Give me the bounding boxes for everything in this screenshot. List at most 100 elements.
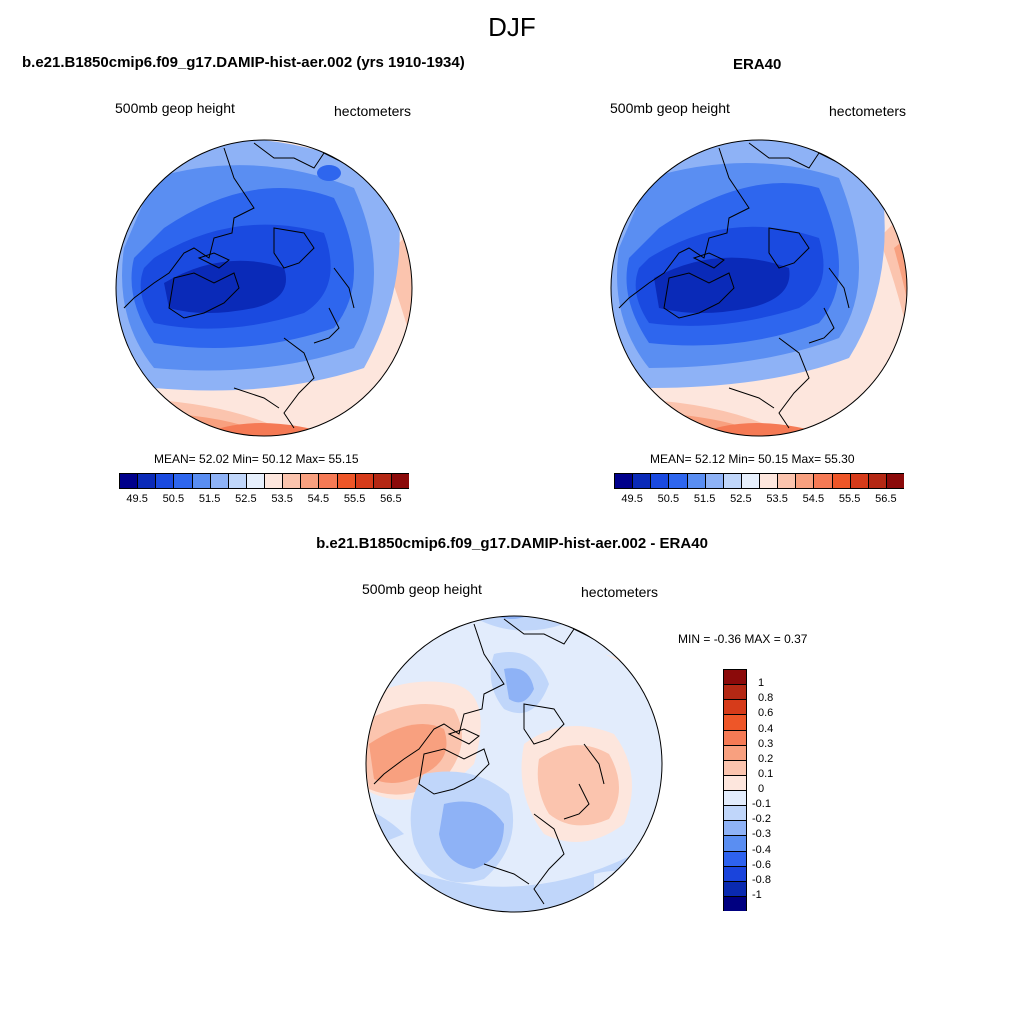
colorbar-swatch [137,473,156,489]
colorbar-tick-label: 55.5 [838,493,861,505]
colorbar-swatch [704,473,723,489]
diff-units-label: hectometers [581,584,659,600]
model-variable-label: 500mb geop height [115,100,235,116]
colorbar-tick-label: 0.1 [758,767,774,780]
colorbar-swatch [723,729,747,745]
colorbar-swatch [723,669,747,685]
colorbar-swatch [300,473,319,489]
colorbar-swatch [372,473,391,489]
colorbar-swatch [155,473,174,489]
colorbar-swatch [173,473,192,489]
diff-coastlines [373,618,605,905]
colorbar-tick-label: 53.5 [766,493,788,505]
colorbar-swatch [831,473,850,489]
obs-stats: MEAN= 52.12 Min= 50.15 Max= 55.30 [650,452,855,466]
obs-mean-value: 52.12 [695,452,726,466]
diff-max-label: MAX = [744,632,781,646]
colorbar-swatch [740,473,759,489]
colorbar-tick-label: 56.5 [380,493,402,505]
colorbar-swatch [722,473,741,489]
obs-min-value: 50.15 [758,452,789,466]
colorbar-swatch [813,473,832,489]
colorbar-swatch [723,759,747,775]
colorbar-tick-label: 0.2 [758,752,774,765]
obs-contour-fill [611,140,907,436]
colorbar-tick-label: 55.5 [343,493,366,505]
colorbar-tick-label: 0 [758,783,765,795]
model-mean-label: MEAN= [154,452,196,466]
model-min-value: 50.12 [262,452,293,466]
colorbar-swatch [867,473,886,489]
diff-map-border [365,615,663,913]
colorbar-swatch [191,473,210,489]
colorbar-tick-label: 0.4 [758,722,774,735]
colorbar-swatch [885,473,904,489]
colorbar-swatch [723,684,747,700]
colorbar-tick-label: 54.5 [307,493,330,505]
obs-variable-label: 500mb geop height [610,100,730,116]
colorbar-tick-label: 49.5 [126,493,148,505]
colorbar-swatch [723,880,747,896]
colorbar-tick-label: 52.5 [235,493,257,505]
model-max-label: Max= [295,452,326,466]
colorbar-swatch [723,744,747,760]
obs-mean-label: MEAN= [650,452,692,466]
colorbar-swatch [723,895,747,911]
colorbar-swatch [723,790,747,806]
colorbar-tick-label: -0.2 [752,813,771,826]
colorbar-tick-label: 49.5 [621,493,643,505]
diff-colorbar-ticks: 1 0.8 0.6 0.4 0.3 0.2 0.1 0 -0.1 -0.2 -0.3 -0.4 -0.6… [752,669,792,911]
obs-map-border [610,139,908,437]
colorbar-swatch [849,473,868,489]
model-colorbar-ticks: 49.5 50.5 51.5 52.5 53.5 54.5 55.5 56.5 [119,491,409,505]
colorbar-swatch [264,473,283,489]
colorbar-swatch [245,473,264,489]
colorbar-swatch [686,473,705,489]
colorbar-swatch [614,473,633,489]
obs-colorbar-ticks: 49.5 50.5 51.5 52.5 53.5 54.5 55.5 56.5 [614,491,904,505]
figure-title: DJF [488,12,536,42]
colorbar-swatch [318,473,337,489]
colorbar-tick-label: -0.6 [752,858,771,871]
diff-stats: MIN = -0.36 MAX = 0.37 [678,632,807,646]
obs-panel-title: ERA40 [733,56,782,73]
colorbar-swatch [282,473,301,489]
colorbar-tick-label: 0.3 [758,737,774,750]
colorbar-swatch [723,699,747,715]
colorbar-tick-label: -1 [752,888,762,901]
diff-polar-map [365,615,663,913]
colorbar-tick-label: 50.5 [657,493,680,505]
colorbar-swatch [632,473,651,489]
obs-colorbar [614,473,904,489]
colorbar-swatch [668,473,687,489]
colorbar-swatch [336,473,355,489]
model-colorbar [119,473,409,489]
colorbar-tick-label: 56.5 [875,493,897,505]
colorbar-swatch [650,473,669,489]
colorbar-tick-label: 0.6 [758,707,774,720]
colorbar-tick-label: 51.5 [693,493,716,505]
model-coastlines [123,142,355,429]
diff-panel-title: b.e21.B1850cmip6.f09_g17.DAMIP-hist-aer.… [316,535,708,552]
colorbar-swatch [227,473,246,489]
colorbar-swatch [723,850,747,866]
obs-units-label: hectometers [829,103,907,119]
model-max-value: 55.15 [328,452,359,466]
model-units-label: hectometers [334,103,412,119]
colorbar-tick-label: 51.5 [198,493,221,505]
colorbar-swatch [119,473,138,489]
colorbar-swatch [723,835,747,851]
model-panel-title: b.e21.B1850cmip6.f09_g17.DAMIP-hist-aer.… [22,54,465,71]
colorbar-swatch [723,865,747,881]
colorbar-swatch [759,473,778,489]
colorbar-tick-label: 53.5 [271,493,293,505]
model-map-border [115,139,413,437]
obs-max-label: Max= [791,452,822,466]
model-contour-fill [116,140,412,436]
colorbar-swatch [390,473,409,489]
diff-contour-fill [366,616,662,912]
colorbar-tick-label: -0.8 [752,873,771,886]
diff-variable-label: 500mb geop height [362,581,482,597]
colorbar-swatch [723,805,747,821]
colorbar-swatch [354,473,373,489]
